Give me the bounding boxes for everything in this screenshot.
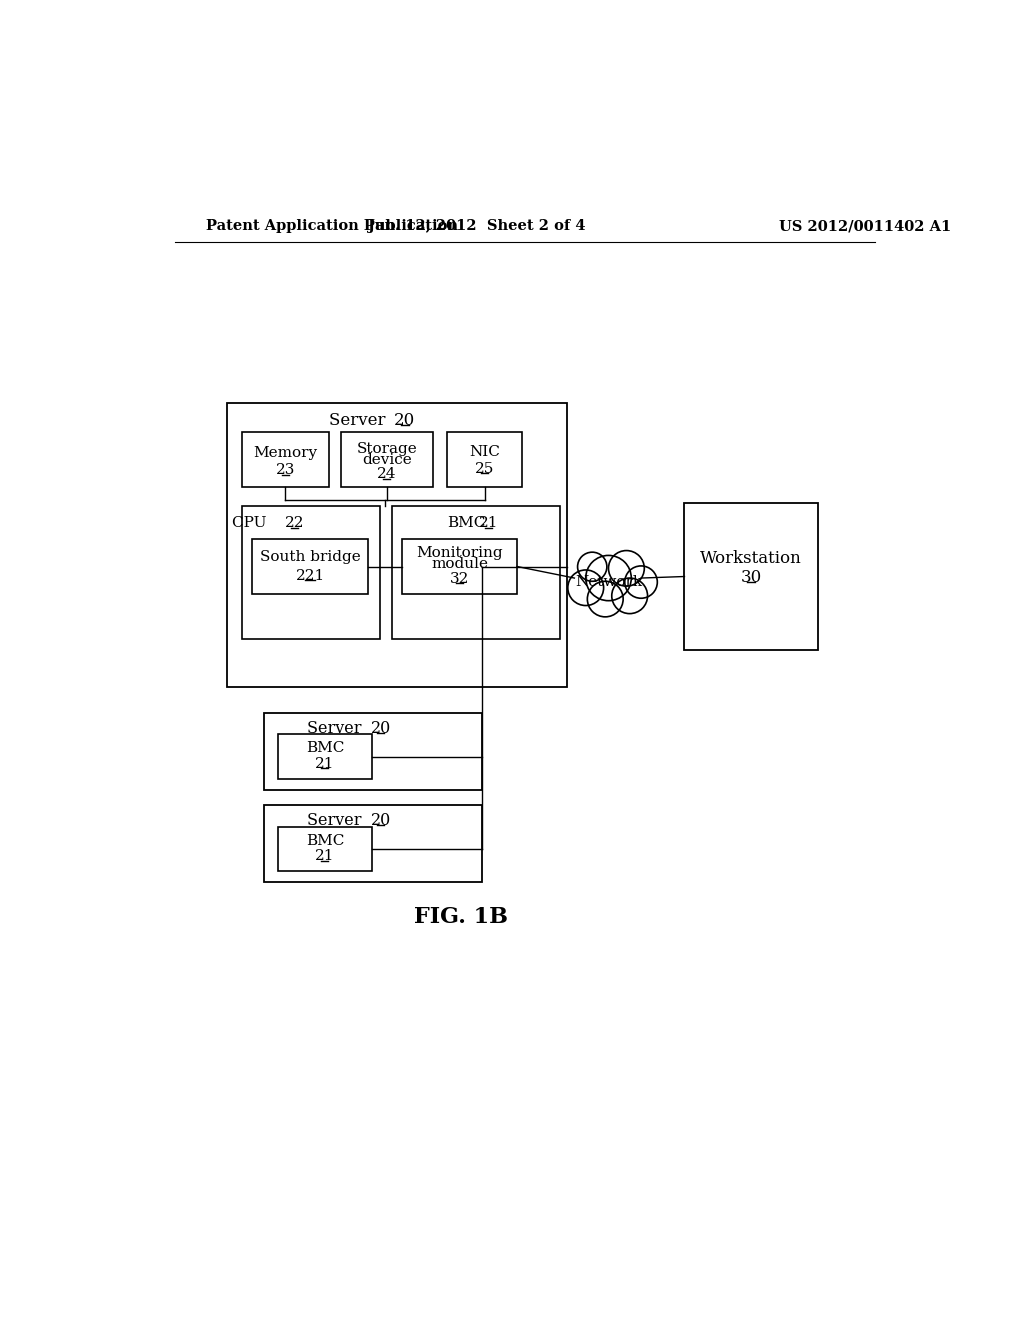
Text: Patent Application Publication: Patent Application Publication [206, 219, 458, 234]
Text: Server: Server [329, 412, 391, 429]
Text: 30: 30 [740, 569, 762, 586]
Text: module: module [431, 557, 488, 572]
Bar [263, 805, 482, 882]
Text: 23: 23 [275, 463, 295, 478]
Bar [447, 432, 522, 487]
Circle shape [588, 581, 624, 616]
Text: CPU: CPU [232, 516, 271, 531]
Bar [278, 734, 372, 779]
Bar [242, 507, 380, 639]
Text: BMC: BMC [447, 516, 485, 531]
Text: Storage: Storage [356, 442, 417, 455]
Circle shape [568, 570, 603, 606]
Text: 22: 22 [285, 516, 304, 531]
Text: US 2012/0011402 A1: US 2012/0011402 A1 [779, 219, 951, 234]
Text: 25: 25 [475, 462, 495, 475]
Text: 24: 24 [377, 467, 396, 480]
Text: 20: 20 [371, 719, 391, 737]
Text: 32: 32 [450, 572, 469, 586]
Circle shape [611, 578, 647, 614]
Text: FIG. 1B: FIG. 1B [415, 906, 508, 928]
Circle shape [625, 566, 657, 598]
Circle shape [608, 550, 644, 586]
Bar [402, 539, 517, 594]
Bar [242, 432, 329, 487]
Bar [227, 404, 566, 686]
Text: BMC: BMC [305, 742, 344, 755]
Text: 21: 21 [478, 516, 498, 531]
Text: Jan. 12, 2012  Sheet 2 of 4: Jan. 12, 2012 Sheet 2 of 4 [368, 219, 586, 234]
Text: 20: 20 [371, 812, 391, 829]
Circle shape [578, 552, 607, 581]
Text: 21: 21 [315, 849, 335, 863]
Circle shape [586, 556, 631, 601]
Text: NIC: NIC [469, 445, 501, 459]
Bar [263, 713, 482, 789]
Text: Workstation: Workstation [700, 550, 802, 568]
Text: Network: Network [574, 576, 642, 589]
Text: Memory: Memory [253, 446, 317, 461]
Bar [252, 539, 369, 594]
Bar [684, 503, 818, 649]
Text: 20: 20 [394, 412, 416, 429]
Text: 221: 221 [296, 569, 325, 582]
Bar [341, 432, 432, 487]
Bar [278, 826, 372, 871]
Text: BMC: BMC [305, 834, 344, 847]
Text: Server: Server [307, 812, 367, 829]
Text: South bridge: South bridge [260, 550, 360, 564]
Bar [391, 507, 560, 639]
Text: device: device [361, 453, 412, 467]
Text: Server: Server [307, 719, 367, 737]
Text: 21: 21 [315, 756, 335, 771]
Text: Monitoring: Monitoring [417, 545, 503, 560]
